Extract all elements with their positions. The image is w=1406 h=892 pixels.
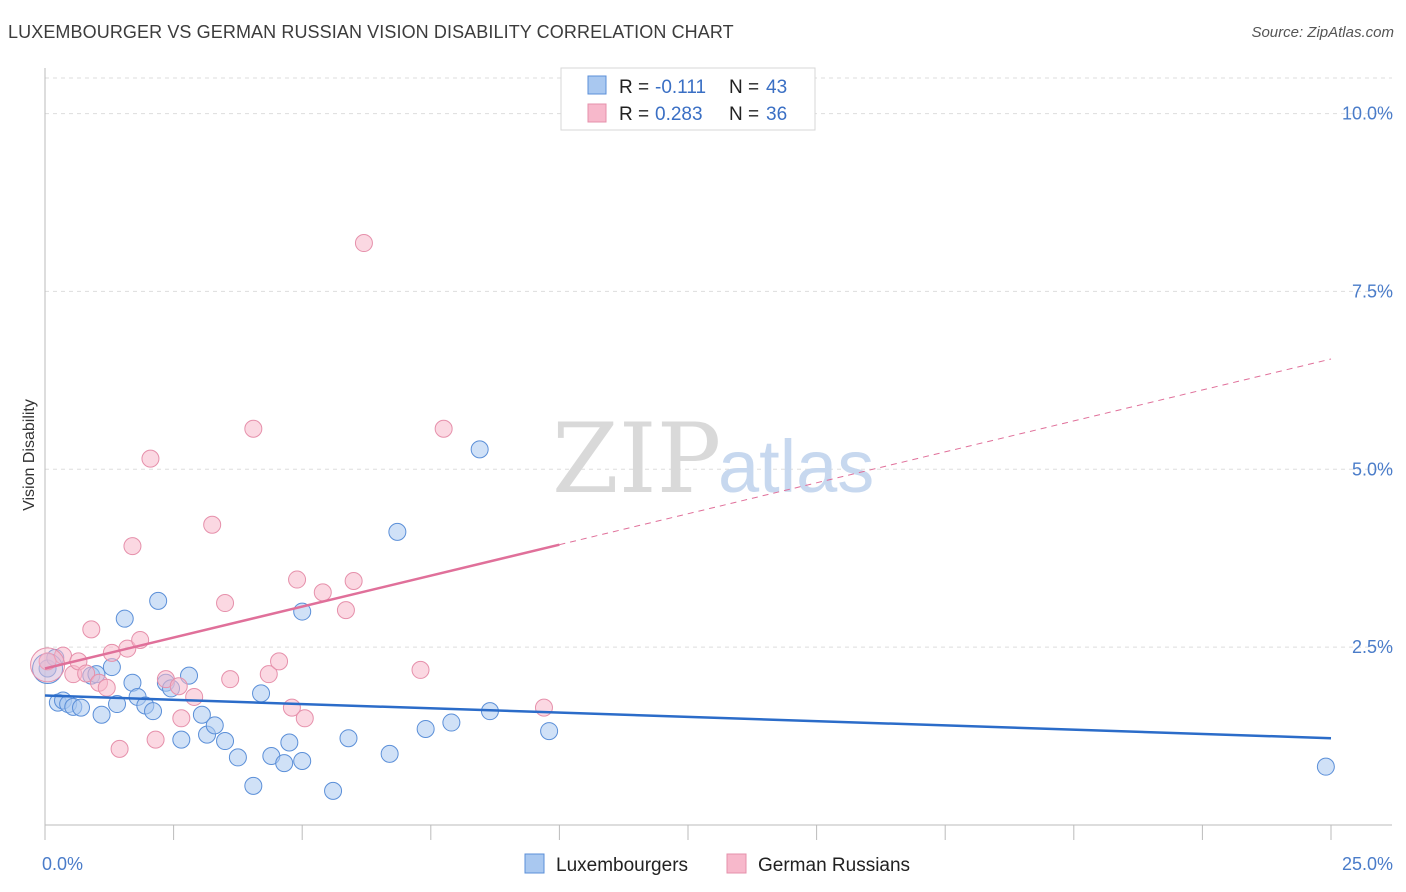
point-1-30 — [344, 571, 363, 590]
series-legend: Luxembourgers German Russians — [524, 853, 910, 876]
point-0-30 — [275, 754, 294, 773]
point-1-5 — [82, 620, 101, 639]
point-1-23 — [259, 665, 278, 684]
point-0-22 — [192, 705, 211, 724]
point-1-22 — [244, 419, 263, 438]
legend-r-label-0: R = — [619, 77, 649, 98]
point-1-9 — [110, 739, 129, 758]
point-0-20 — [172, 730, 191, 749]
legend-n-label-0: N = — [729, 77, 759, 98]
trend-solid-0 — [44, 694, 1332, 740]
point-0-11 — [108, 695, 127, 714]
point-0-6 — [72, 698, 91, 717]
point-0-27 — [244, 776, 263, 795]
point-1-20 — [216, 594, 235, 613]
watermark-zip: ZIP — [552, 403, 721, 515]
point-1-4 — [77, 664, 96, 683]
point-0-36 — [380, 744, 399, 763]
axes — [44, 68, 1392, 840]
y-tick-label-2: 7.5% — [1352, 281, 1393, 301]
point-0-16 — [144, 702, 163, 721]
trend-lines — [44, 358, 1332, 740]
point-1-18 — [185, 687, 204, 706]
point-1-24 — [270, 652, 289, 671]
point-0-9 — [92, 705, 111, 724]
point-0-31 — [280, 733, 299, 752]
stats-legend: R = -0.111 N = 43 R = 0.283 N = 36 — [560, 67, 816, 131]
watermark-atlas: atlas — [718, 425, 874, 508]
point-0-38 — [416, 719, 435, 738]
legend-swatch-luxembourgers — [587, 75, 607, 95]
bottom-legend-swatch-luxembourgers — [524, 853, 545, 874]
legend-r-label-1: R = — [619, 104, 649, 125]
x-tick-label-1: 25.0% — [1342, 854, 1393, 874]
point-1-13 — [141, 449, 160, 468]
point-0-12 — [115, 609, 134, 628]
x-tick-label-0: 0.0% — [42, 854, 83, 874]
point-1-31 — [354, 234, 373, 253]
source-label: Source: ZipAtlas.com — [1251, 24, 1394, 41]
legend-n-value-1: 36 — [766, 104, 787, 125]
bottom-legend-luxembourgers: Luxembourgers — [556, 855, 688, 876]
point-0-40 — [470, 440, 489, 459]
point-1-11 — [123, 537, 142, 556]
series-german-russians-points — [30, 234, 553, 758]
tick-labels: 2.5% 5.0% 7.5% 10.0% 0.0% 25.0% — [42, 104, 1393, 874]
point-0-35 — [339, 729, 358, 748]
trend-solid-1 — [44, 543, 560, 670]
point-1-34 — [534, 698, 553, 717]
bottom-legend-german-russians: German Russians — [758, 855, 910, 876]
point-0-39 — [442, 713, 461, 732]
series-luxembourgers-points — [32, 440, 1335, 800]
point-1-33 — [434, 419, 453, 438]
point-1-21 — [221, 670, 240, 689]
point-0-24 — [205, 716, 224, 735]
point-0-17 — [149, 591, 168, 610]
y-tick-label-1: 5.0% — [1352, 459, 1393, 479]
point-0-26 — [228, 748, 247, 767]
y-tick-label-0: 2.5% — [1352, 637, 1393, 657]
chart-title: LUXEMBOURGER VS GERMAN RUSSIAN VISION DI… — [8, 22, 734, 42]
point-1-19 — [203, 515, 222, 534]
point-0-25 — [216, 732, 235, 751]
legend-n-value-0: 43 — [766, 77, 787, 98]
y-tick-label-3: 10.0% — [1342, 104, 1393, 124]
point-1-29 — [336, 601, 355, 620]
point-1-26 — [288, 570, 307, 589]
point-0-28 — [252, 684, 271, 703]
y-axis-label: Vision Disability — [21, 399, 38, 511]
grid-lines — [45, 77, 1392, 648]
point-1-14 — [146, 730, 165, 749]
point-1-17 — [172, 709, 191, 728]
point-0-42 — [540, 722, 559, 741]
legend-r-value-1: 0.283 — [655, 104, 703, 125]
point-1-32 — [411, 660, 430, 679]
legend-n-label-1: N = — [729, 104, 759, 125]
point-1-7 — [97, 678, 116, 697]
legend-r-value-0: -0.111 — [655, 77, 706, 98]
trend-dashed-1 — [559, 358, 1332, 546]
bottom-legend-swatch-german-russians — [726, 853, 747, 874]
point-0-34 — [324, 781, 343, 800]
point-1-16 — [169, 677, 188, 696]
point-0-32 — [293, 751, 312, 770]
point-1-28 — [313, 583, 332, 602]
point-0-43 — [1316, 757, 1335, 776]
legend-swatch-german-russians — [587, 103, 607, 123]
point-1-27 — [295, 709, 314, 728]
point-0-37 — [388, 522, 407, 541]
